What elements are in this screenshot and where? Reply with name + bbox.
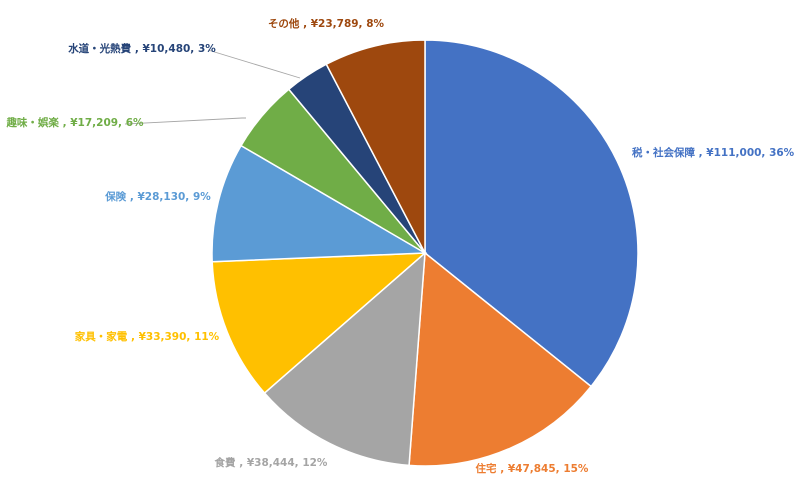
- pie-slice-4: [211, 252, 428, 395]
- data-label-2: 住宅 , ¥47,845, 15%: [476, 462, 589, 475]
- pie-slices: [211, 39, 639, 467]
- data-label-5: 保険 , ¥28,130, 9%: [104, 190, 211, 203]
- leader-lines: [124, 49, 301, 125]
- pie-slice-2: [408, 251, 593, 467]
- data-label-4: 家具・家電 , ¥33,390, 11%: [75, 330, 220, 343]
- leader-line-7: [207, 49, 301, 79]
- pie-slice-5: [211, 144, 428, 263]
- data-labels: 税・社会保障 , ¥111,000, 36% 住宅 , ¥47,845, 15% 食…: [5, 17, 794, 475]
- data-label-8: その他 , ¥23,789, 8%: [268, 17, 385, 30]
- data-label-3: 食費 , ¥38,444, 12%: [214, 456, 328, 469]
- leader-line-6: [124, 117, 246, 125]
- pie-slice-3: [263, 251, 426, 467]
- data-label-1: 税・社会保障 , ¥111,000, 36%: [632, 146, 795, 159]
- pie-slice-1: [424, 39, 639, 388]
- pie-slice-8: [325, 39, 426, 254]
- data-label-7: 水道・光熱費 , ¥10,480, 3%: [67, 42, 216, 55]
- data-label-6: 趣味・娯楽 , ¥17,209, 6%: [5, 116, 144, 129]
